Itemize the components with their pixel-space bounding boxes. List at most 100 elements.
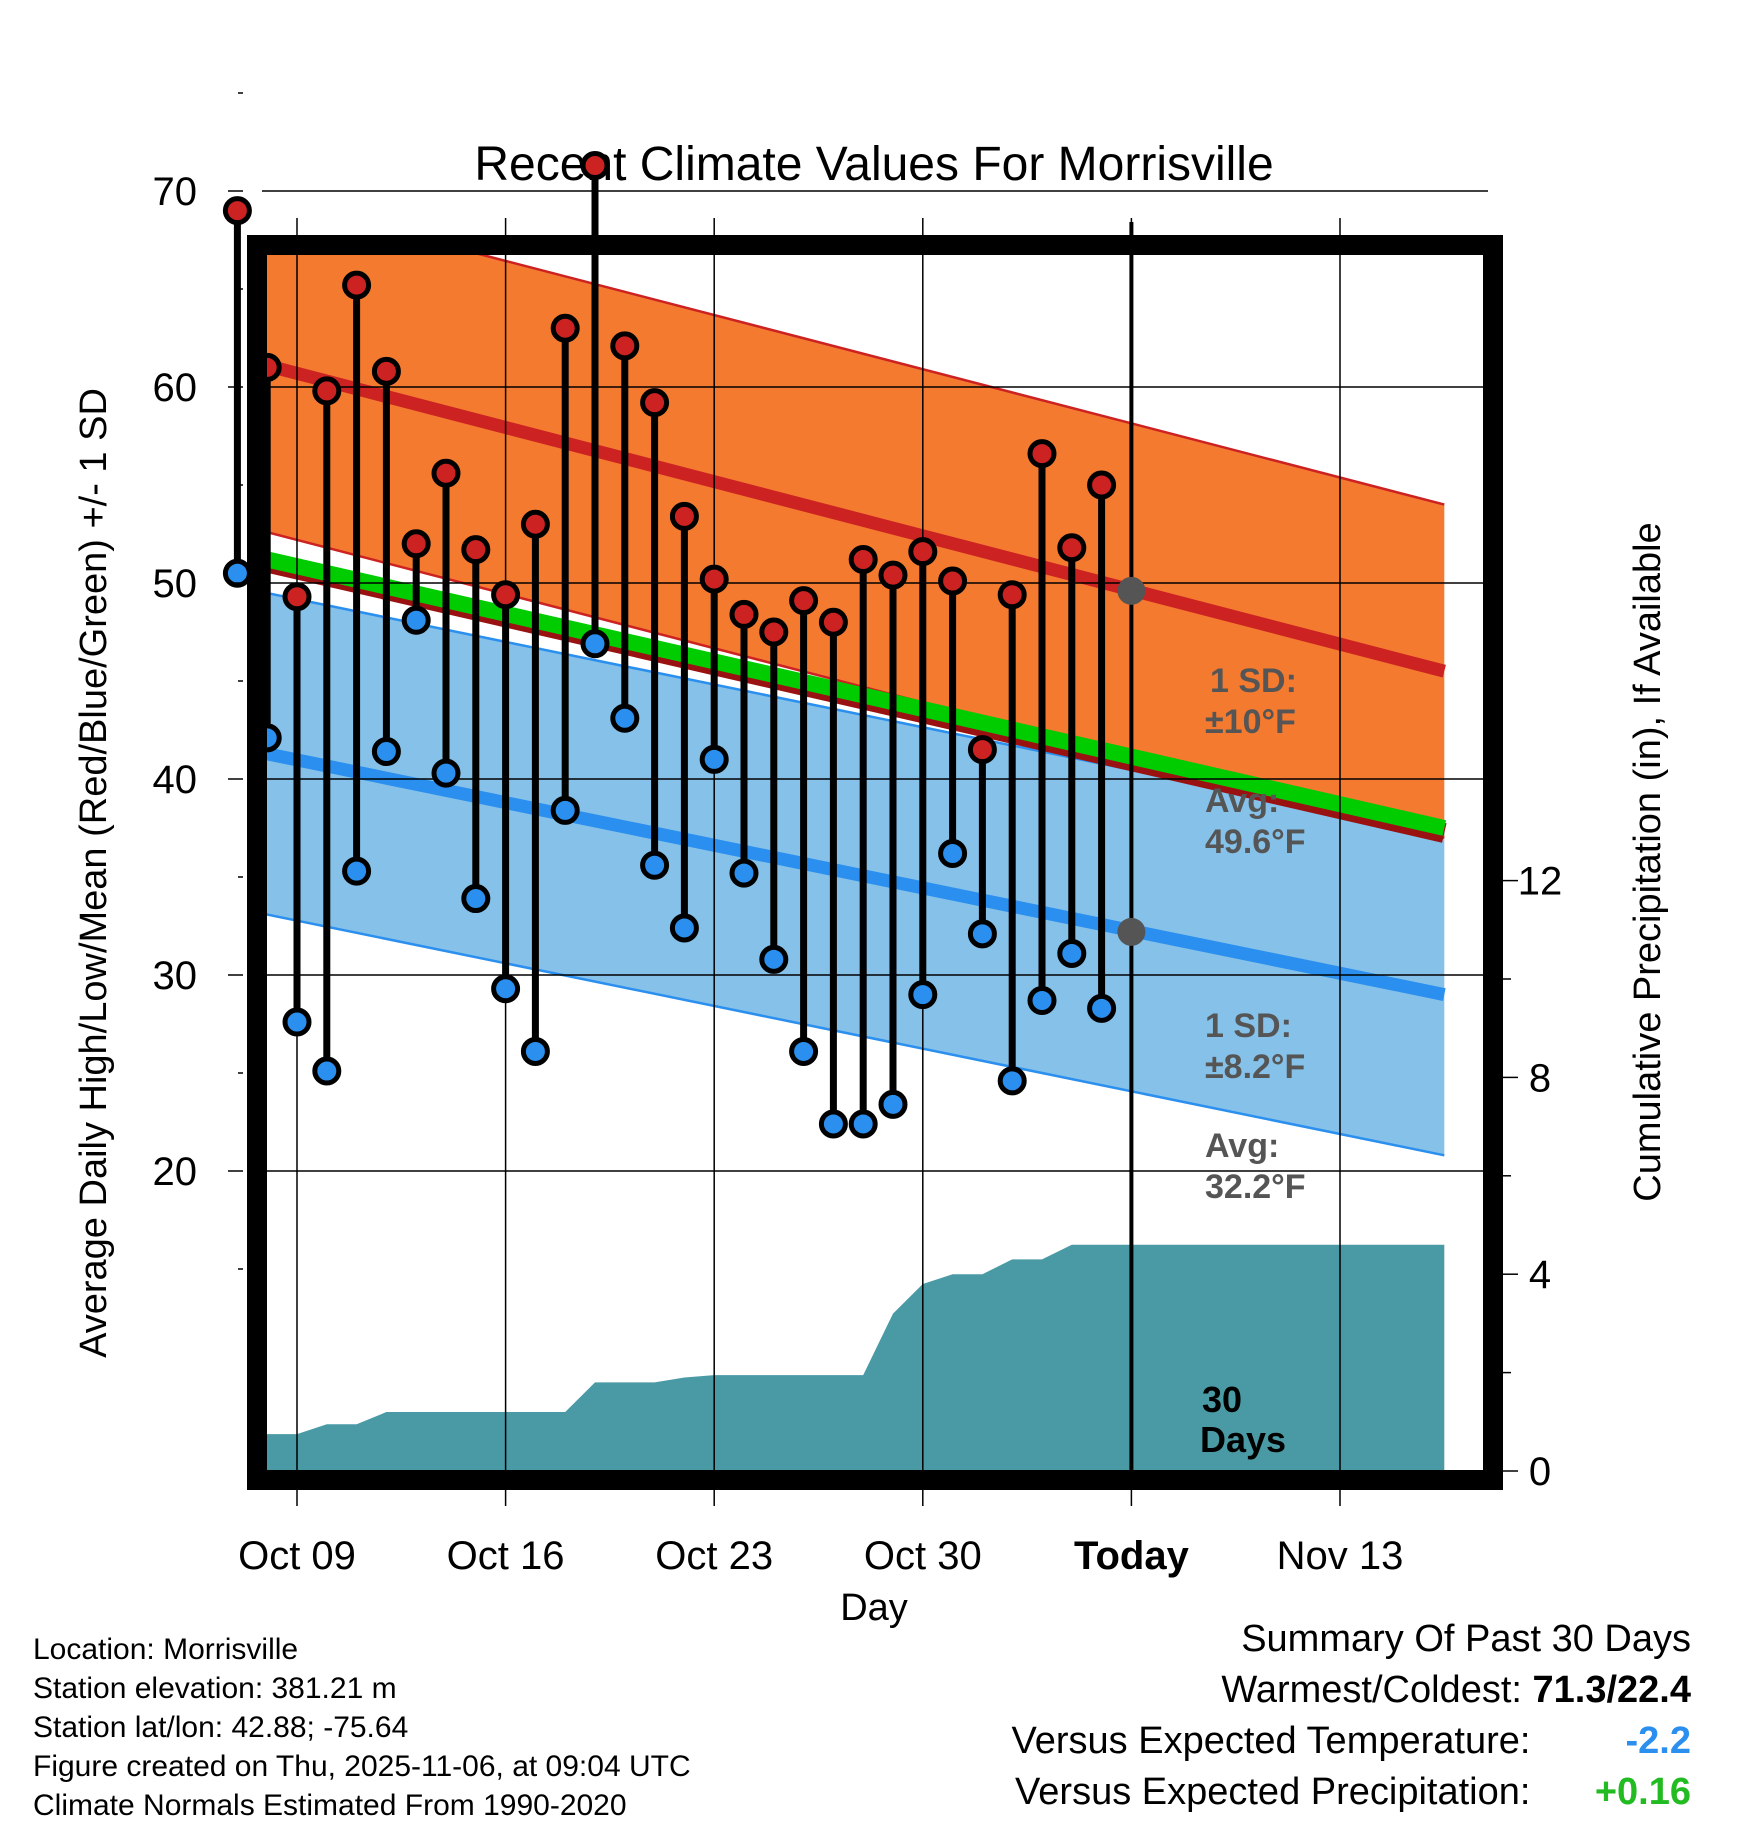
- low-temp-point: [848, 1109, 878, 1139]
- days-count: 30: [1202, 1379, 1242, 1420]
- y-tick-label: 70: [153, 170, 198, 214]
- x-tick-label: Oct 09: [238, 1534, 356, 1578]
- high-temp-point: [818, 607, 848, 637]
- high-temp-point: [848, 544, 878, 574]
- high-temp-point: [461, 535, 491, 565]
- high-temp-point: [789, 586, 819, 616]
- y-right-tick-label: 12: [1518, 860, 1563, 904]
- plot-frame: [247, 235, 1503, 1490]
- low-temp-point: [312, 1056, 342, 1086]
- y-right-tick-label: 8: [1529, 1056, 1551, 1100]
- temp-label: Versus Expected Temperature:: [1011, 1720, 1531, 1762]
- low-temp-point: [1087, 993, 1117, 1023]
- high-temp-point: [282, 582, 312, 612]
- low-temp-point: [669, 913, 699, 943]
- low-temp-point: [1057, 938, 1087, 968]
- x-tick-label: Oct 23: [655, 1534, 773, 1578]
- high-temp-point: [640, 388, 670, 418]
- high-temp-point: [520, 509, 550, 539]
- high-avg-label: Avg:: [1205, 782, 1279, 820]
- low-temp-point: [729, 858, 759, 888]
- low-temp-point: [461, 884, 491, 914]
- low-avg-value: 32.2°F: [1205, 1168, 1306, 1206]
- y-right-tick-label: 0: [1529, 1450, 1551, 1494]
- plot-area: [262, 250, 1447, 1475]
- high-temp-point: [699, 564, 729, 594]
- high-avg-value: 49.6°F: [1205, 823, 1306, 861]
- high-temp-point: [878, 560, 908, 590]
- low-temp-point: [967, 919, 997, 949]
- precip-label: Versus Expected Precipitation:: [1015, 1771, 1531, 1813]
- elevation-text: Station elevation: 381.21 m: [33, 1672, 397, 1705]
- summary-panel: Summary Of Past 30 Days Warmest/Coldest:…: [1012, 1618, 1691, 1822]
- today-low-avg-marker: [1117, 917, 1146, 946]
- low-temp-point: [371, 737, 401, 767]
- y-tick-label: 20: [153, 1150, 198, 1194]
- low-temp-point: [1027, 985, 1057, 1015]
- normals-text: Climate Normals Estimated From 1990-2020: [33, 1789, 627, 1822]
- normal-mean-line: [262, 550, 1447, 836]
- high-temp-point: [997, 580, 1027, 610]
- low-temp-point: [401, 605, 431, 635]
- high-temp-point: [1057, 533, 1087, 563]
- low-temp-point: [610, 703, 640, 733]
- low-temp-point: [342, 856, 372, 886]
- high-temp-point: [312, 376, 342, 406]
- low-temp-point: [580, 629, 610, 659]
- high-temp-point: [550, 313, 580, 343]
- high-temp-point: [1027, 439, 1057, 469]
- low-temp-point: [491, 974, 521, 1004]
- high-temp-point: [759, 617, 789, 647]
- high-temp-point: [729, 599, 759, 629]
- high-sd-value: ±10°F: [1205, 703, 1296, 741]
- high-temp-point: [908, 537, 938, 567]
- low-temp-point: [878, 1089, 908, 1119]
- station-info: Location: Morrisville Station elevation:…: [33, 1630, 691, 1825]
- summary-temp: Versus Expected Temperature: -2.2: [1012, 1720, 1691, 1771]
- high-sd-label: 1 SD:: [1210, 662, 1297, 700]
- created-text: Figure created on Thu, 2025-11-06, at 09…: [33, 1750, 691, 1783]
- low-temp-point: [759, 944, 789, 974]
- high-temp-point: [580, 151, 610, 181]
- precip-value: +0.16: [1594, 1771, 1691, 1813]
- low-temp-point: [640, 850, 670, 880]
- low-band-lower-edge: [262, 912, 1445, 1157]
- location-text: Location: Morrisville: [33, 1633, 299, 1666]
- x-tick-label: Oct 16: [447, 1534, 565, 1578]
- temp-value: -2.2: [1625, 1720, 1691, 1762]
- high-temp-point: [491, 580, 521, 610]
- low-avg-label: Avg:: [1205, 1127, 1279, 1165]
- normal-high-line: [262, 357, 1446, 678]
- warmest-value: 71.3/22.4: [1532, 1669, 1691, 1711]
- high-temp-point: [431, 458, 461, 488]
- low-temp-point: [282, 1007, 312, 1037]
- summary-precip: Versus Expected Precipitation: +0.16: [1012, 1771, 1691, 1822]
- x-axis-label: Day: [840, 1587, 908, 1629]
- high-temp-point: [401, 529, 431, 559]
- low-temp-point: [550, 795, 580, 825]
- low-temp-point: [520, 1036, 550, 1066]
- y-tick-label: 50: [153, 562, 198, 606]
- low-temp-point: [997, 1066, 1027, 1096]
- high-temp-point: [610, 331, 640, 361]
- low-temp-point: [938, 838, 968, 868]
- high-temp-point: [669, 501, 699, 531]
- low-sd-value: ±8.2°F: [1205, 1048, 1305, 1086]
- low-temp-point: [431, 758, 461, 788]
- high-temp-point: [371, 356, 401, 386]
- y-tick-label: 60: [153, 366, 198, 410]
- y-axis-label-right: Cumulative Precipitation (in), If Availa…: [1627, 522, 1669, 1201]
- low-sd-label: 1 SD:: [1205, 1007, 1292, 1045]
- high-band-upper-edge: [458, 250, 1445, 506]
- y-tick-label: 30: [153, 954, 198, 998]
- x-tick-label: Today: [1074, 1534, 1190, 1578]
- x-tick-label: Oct 30: [864, 1534, 982, 1578]
- warmest-label: Warmest/Coldest:: [1221, 1669, 1522, 1711]
- x-tick-label: Nov 13: [1277, 1534, 1404, 1578]
- high-temp-point: [967, 735, 997, 765]
- precip-area: [262, 1244, 1445, 1475]
- days-label: Days: [1200, 1419, 1286, 1460]
- y-axis-label-left: Average Daily High/Low/Mean (Red/Blue/Gr…: [73, 388, 115, 1358]
- low-temp-point: [222, 558, 252, 588]
